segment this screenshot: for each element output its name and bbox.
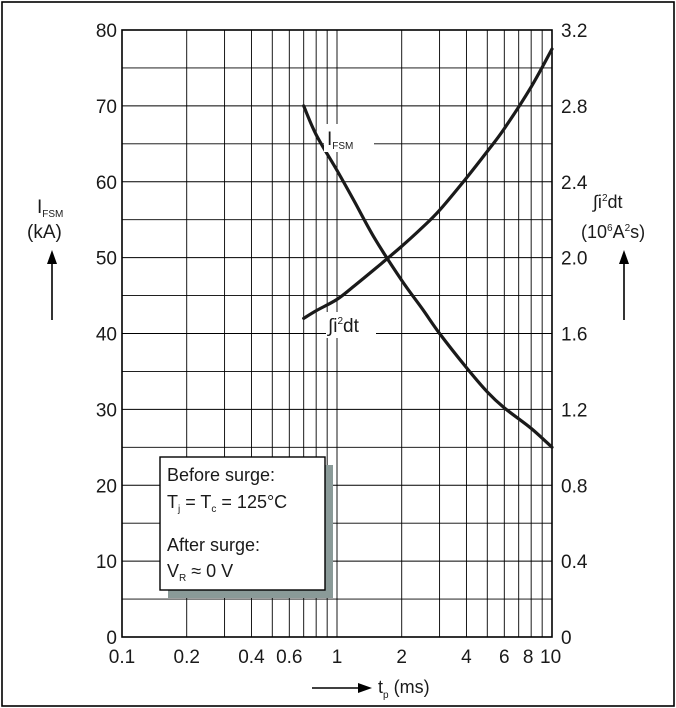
annotation-box: Before surge: Tj = Tc = 125°C After surg… xyxy=(159,456,333,598)
right-tick-label: 0.8 xyxy=(561,476,587,497)
left-tick-label: 60 xyxy=(96,173,117,194)
x-tick-label: 0.6 xyxy=(276,647,302,668)
right-tick-label: 0 xyxy=(561,628,572,649)
right-tick-label: 3.2 xyxy=(561,21,587,42)
left-axis-label: IFSM xyxy=(37,197,63,220)
right-axis-label: ∫i2dt xyxy=(591,192,623,212)
right-tick-labels: 0 0.4 0.8 1.2 1.6 2.0 2.4 2.8 3.2 xyxy=(561,21,588,649)
x-tick-label: 0.4 xyxy=(238,647,265,668)
x-axis-label: tp (ms) xyxy=(378,677,430,701)
left-tick-label: 10 xyxy=(96,552,117,573)
plot-border xyxy=(121,29,553,638)
right-tick-label: 2.8 xyxy=(561,97,587,118)
right-arrow-icon xyxy=(312,683,372,693)
left-tick-label: 50 xyxy=(96,249,117,270)
left-tick-label: 30 xyxy=(96,400,117,421)
series-line-integral xyxy=(302,47,554,320)
x-tick-label: 0.1 xyxy=(109,647,135,668)
x-tick-label: 6 xyxy=(499,647,510,668)
left-tick-label: 40 xyxy=(96,325,117,346)
series-line-ifsm xyxy=(302,104,554,449)
annotation-line-2: Tj = Tc = 125°C xyxy=(167,492,287,515)
right-tick-label: 1.2 xyxy=(561,400,587,421)
right-tick-label: 1.6 xyxy=(561,325,587,346)
right-tick-label: 0.4 xyxy=(561,552,588,573)
annotation-line-4: VR ≈ 0 V xyxy=(167,561,233,584)
left-tick-labels: 0 10 20 30 40 50 60 70 80 xyxy=(96,21,117,649)
series-label-ifsm: IFSM xyxy=(327,129,353,152)
left-tick-label: 0 xyxy=(106,628,117,649)
right-tick-label: 2.4 xyxy=(561,173,588,194)
series-lines xyxy=(302,47,554,449)
x-tick-labels: 0.1 0.2 0.4 0.6 1 2 4 6 8 10 xyxy=(109,647,561,668)
x-tick-label: 8 xyxy=(523,647,534,668)
right-tick-label: 2.0 xyxy=(561,249,587,270)
series-label-integral: ∫i2dt xyxy=(327,316,360,337)
right-axis-unit: (106A2s) xyxy=(581,222,645,242)
x-tick-label: 1 xyxy=(332,647,343,668)
x-tick-label: 10 xyxy=(540,647,561,668)
up-arrow-icon xyxy=(47,250,57,320)
left-tick-label: 20 xyxy=(96,476,117,497)
annotation-line-3: After surge: xyxy=(167,535,260,555)
annotation-line-1: Before surge: xyxy=(167,465,275,485)
left-axis-unit: (kA) xyxy=(27,222,62,243)
x-tick-label: 2 xyxy=(396,647,407,668)
x-tick-label: 0.2 xyxy=(174,647,200,668)
x-tick-label: 4 xyxy=(461,647,472,668)
up-arrow-icon xyxy=(619,250,629,320)
left-tick-label: 80 xyxy=(96,21,117,42)
left-tick-label: 70 xyxy=(96,97,117,118)
